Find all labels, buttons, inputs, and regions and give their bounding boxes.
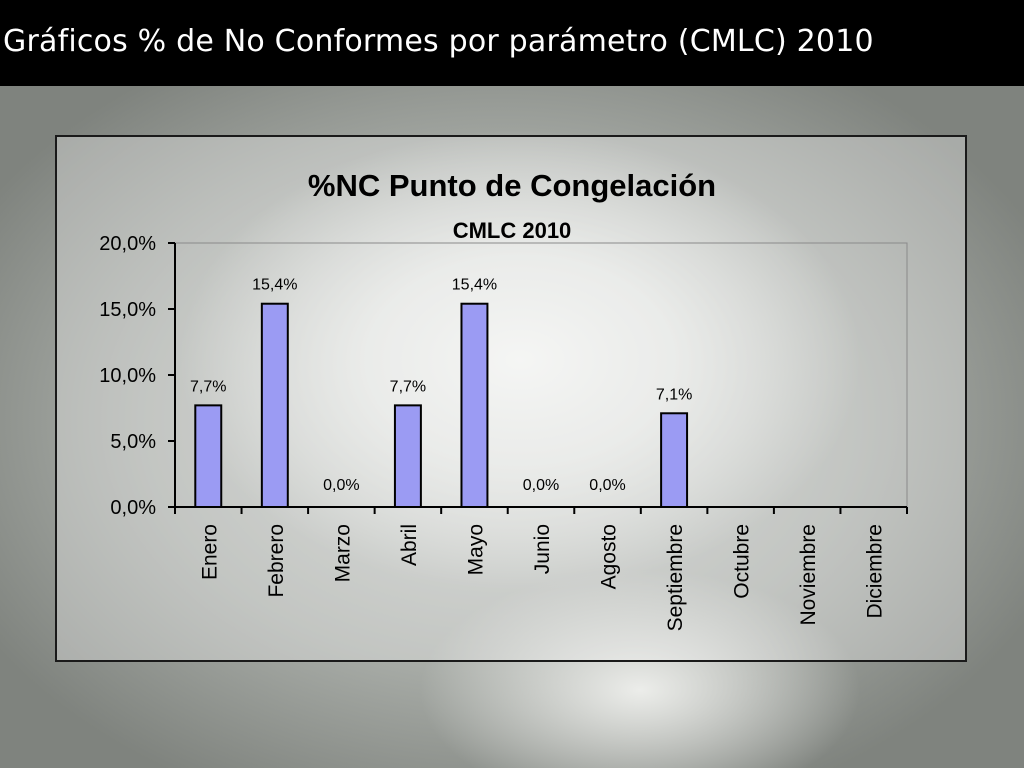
chart-frame: %NC Punto de Congelación CMLC 2010 0,0% 5… [55, 135, 967, 662]
data-label: 7,7% [190, 378, 226, 395]
data-label: 0,0% [589, 477, 625, 494]
data-label: 15,4% [252, 277, 297, 294]
bar [660, 412, 689, 508]
bar [460, 302, 489, 508]
x-tick-label: Febrero [265, 524, 288, 598]
x-tick-label: Marzo [331, 524, 354, 582]
x-tick-label: Abril [398, 524, 421, 566]
slide-title: Gráficos % de No Conformes por parámetro… [3, 24, 874, 59]
data-label: 7,7% [390, 378, 426, 395]
x-tick-label: Septiembre [664, 524, 687, 631]
x-tick-label: Mayo [464, 524, 487, 575]
y-tick-label: 0,0% [110, 497, 156, 519]
x-tick-label: Noviembre [797, 524, 820, 626]
x-tick-label: Enero [198, 524, 221, 580]
chart-subtitle: CMLC 2010 [453, 218, 572, 243]
y-tick-label: 20,0% [99, 233, 156, 255]
bar [393, 404, 422, 508]
x-tick-label: Agosto [598, 524, 621, 589]
x-tick-label: Junio [531, 524, 554, 574]
data-label: 0,0% [323, 477, 359, 494]
data-label: 15,4% [452, 277, 497, 294]
y-tick-label: 10,0% [99, 365, 156, 387]
x-tick-label: Diciembre [864, 524, 887, 619]
chart: %NC Punto de Congelación CMLC 2010 0,0% 5… [99, 168, 908, 631]
chart-title: %NC Punto de Congelación [308, 168, 716, 203]
y-tick-label: 5,0% [110, 431, 156, 453]
data-label: 0,0% [523, 477, 559, 494]
bar [260, 302, 289, 508]
bar [194, 404, 223, 508]
data-label: 7,1% [656, 386, 692, 403]
y-tick-label: 15,0% [99, 299, 156, 321]
x-tick-label: Octubre [731, 524, 754, 599]
slide-title-bar: Gráficos % de No Conformes por parámetro… [0, 0, 1024, 86]
